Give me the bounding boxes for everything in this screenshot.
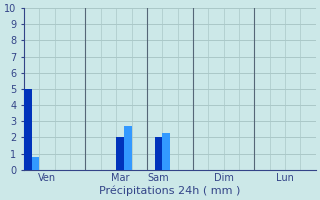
Bar xyxy=(124,126,132,170)
X-axis label: Précipitations 24h ( mm ): Précipitations 24h ( mm ) xyxy=(99,185,241,196)
Bar xyxy=(116,137,124,170)
Bar xyxy=(32,157,39,170)
Bar xyxy=(155,137,162,170)
Bar xyxy=(162,133,170,170)
Bar xyxy=(24,89,32,170)
